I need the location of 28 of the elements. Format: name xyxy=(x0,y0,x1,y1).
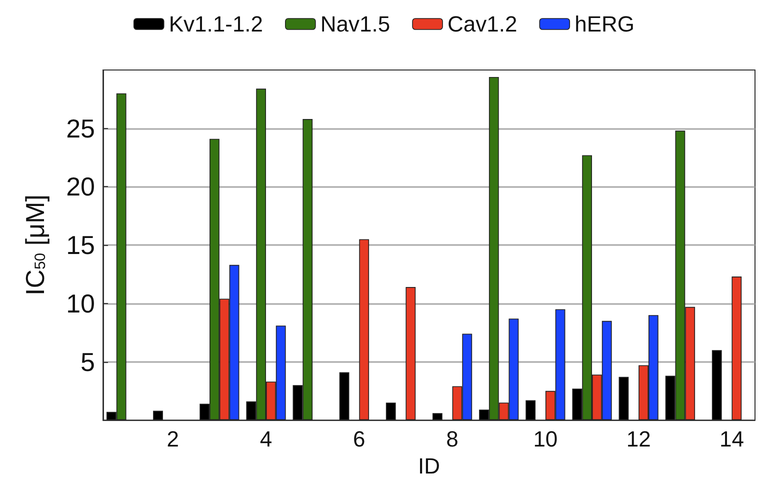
legend-label: Cav1.2 xyxy=(448,12,518,36)
x-tick-label: 14 xyxy=(719,426,744,452)
bar xyxy=(339,372,350,420)
y-tick-label: 5 xyxy=(80,346,95,377)
bar xyxy=(618,376,629,420)
bar xyxy=(712,350,722,420)
bar xyxy=(153,410,163,420)
legend-label: hERG xyxy=(574,12,635,36)
x-tick-label: 12 xyxy=(626,426,651,452)
bar xyxy=(359,239,370,420)
bar xyxy=(406,287,416,420)
legend-label: Nav1.5 xyxy=(320,12,390,36)
legend-label: Kv1.1-1.2 xyxy=(168,12,264,36)
y-axis-title: IC50 [μM] xyxy=(20,194,50,296)
bar xyxy=(526,400,536,420)
bar xyxy=(732,276,742,420)
y-tick-label: 25 xyxy=(66,113,95,144)
bar xyxy=(432,413,442,420)
x-tick-label: 8 xyxy=(446,426,458,452)
x-tick-label: 6 xyxy=(353,426,366,452)
bar xyxy=(386,402,396,420)
x-tick-label: 4 xyxy=(260,426,272,452)
x-axis-title: ID xyxy=(418,454,440,478)
y-tick-label: 10 xyxy=(66,288,95,318)
x-tick-label: 10 xyxy=(533,426,558,452)
y-tick-label: 15 xyxy=(66,230,95,260)
y-tick-label: 20 xyxy=(66,172,95,202)
x-tick-label: 2 xyxy=(166,426,179,452)
